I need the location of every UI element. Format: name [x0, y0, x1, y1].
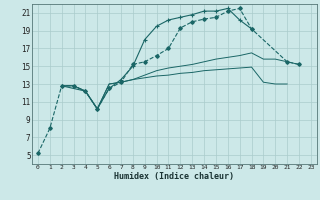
- X-axis label: Humidex (Indice chaleur): Humidex (Indice chaleur): [115, 172, 234, 181]
